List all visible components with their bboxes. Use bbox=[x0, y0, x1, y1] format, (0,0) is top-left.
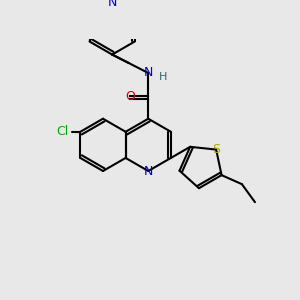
Text: O: O bbox=[125, 90, 135, 103]
Text: S: S bbox=[212, 143, 220, 156]
Text: N: N bbox=[107, 0, 117, 9]
Text: N: N bbox=[144, 164, 153, 178]
Text: Cl: Cl bbox=[56, 125, 68, 138]
Text: N: N bbox=[144, 67, 153, 80]
Text: H: H bbox=[158, 72, 167, 82]
